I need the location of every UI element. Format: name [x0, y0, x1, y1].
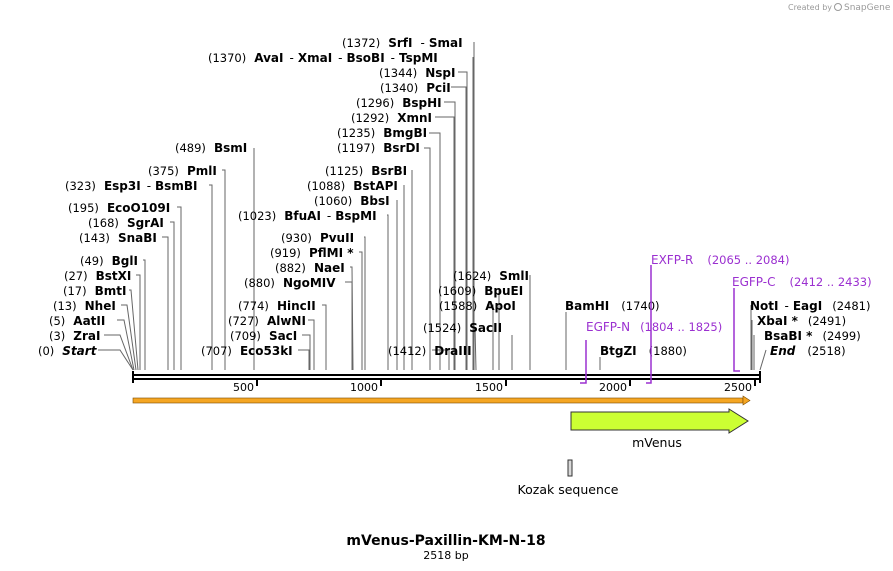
- site-bsphi: (1296) BspHI: [356, 96, 442, 110]
- sites-right: (1412) DraIII (1524) SacII (1588) ApoI (160…: [388, 269, 870, 358]
- site-esp3i: (323) Esp3I - BsmBI: [65, 179, 197, 193]
- site-pvuii: (930) PvuII: [281, 231, 354, 245]
- site-bpuei: (1609) BpuEI: [438, 284, 523, 298]
- tick-label-1000: 1000: [350, 381, 378, 394]
- tick-label-2500: 2500: [724, 381, 752, 394]
- svg-text:mVenus: mVenus: [632, 435, 682, 450]
- snapgene-logo-icon: [834, 3, 842, 11]
- site-noti: NotI - EagI (2481): [750, 299, 870, 313]
- sites-mid: (707) Eco53kI (709) SacI (727) AlwNI (774) H…: [201, 36, 463, 358]
- plasmid-title: mVenus-Paxillin-KM-N-18: [346, 533, 545, 549]
- site-pcii: (1340) PciI: [380, 81, 451, 95]
- site-draiii: (1412) DraIII: [388, 344, 472, 358]
- site-ecoo109i: (195) EcoO109I: [68, 201, 170, 215]
- site-bgli: (49) BglI: [80, 254, 138, 268]
- site-apoi: (1588) ApoI: [439, 299, 516, 313]
- site-bsrdi: (1197) BsrDI: [337, 141, 420, 155]
- site-alwni: (727) AlwNI: [228, 314, 306, 328]
- site-bstapi: (1088) BstAPI: [307, 179, 398, 193]
- site-pmli: (375) PmlI: [148, 164, 217, 178]
- site-bbsi: (1060) BbsI: [314, 194, 390, 208]
- site-leader-lines: [98, 42, 767, 371]
- feature-mvenus: mVenus: [570, 408, 749, 450]
- site-xbai: XbaI * (2491): [757, 314, 846, 328]
- primer-egfp-c: EGFP-C (2412 .. 2433): [732, 275, 872, 372]
- axis-ticks: 500 1000 1500 2000 2500: [233, 379, 756, 394]
- site-aatii: (5) AatII: [49, 314, 105, 328]
- primer-exfp-r: EXFP-R (2065 .. 2084): [646, 253, 790, 384]
- primer-egfp-n: EGFP-N (1804 .. 1825): [580, 320, 722, 384]
- svg-text:EGFP-N(1804 .. 1825): EGFP-N (1804 .. 1825): [586, 320, 722, 334]
- orf-arrow: [132, 395, 751, 406]
- site-sgrai: (168) SgrAI: [88, 216, 164, 230]
- site-naei: (882) NaeI: [275, 261, 345, 275]
- tick-label-2000: 2000: [599, 381, 627, 394]
- sequence-backbone: [132, 371, 761, 383]
- site-bmgbi: (1235) BmgBI: [337, 126, 427, 140]
- site-bfuai: (1023) BfuAI - BspMI: [238, 209, 377, 223]
- site-nhei: (13) NheI: [53, 299, 116, 313]
- site-end: End (2518): [770, 344, 846, 358]
- site-xmni: (1292) XmnI: [351, 111, 432, 125]
- primers: EGFP-N (1804 .. 1825) EXFP-R (2065 .. 2084…: [580, 253, 872, 384]
- site-srfi: (1372) SrfI - SmaI: [342, 36, 463, 50]
- site-nspi: (1344) NspI: [379, 66, 456, 80]
- svg-text:Kozak sequence: Kozak sequence: [518, 482, 619, 497]
- feature-kozak: Kozak sequence: [518, 459, 619, 497]
- site-snabi: (143) SnaBI: [79, 231, 157, 245]
- plasmid-size: 2518 bp: [423, 549, 468, 562]
- site-zrai: (3) ZraI: [49, 329, 100, 343]
- svg-text:EXFP-R(2065 .. 2084): EXFP-R (2065 .. 2084): [651, 253, 790, 267]
- svg-text:EGFP-C(2412 .. 2433): EGFP-C (2412 .. 2433): [732, 275, 872, 289]
- site-smli: (1624) SmlI: [453, 269, 529, 283]
- sites-left: (0) Start (3) ZraI (5) AatII (13) NheI (17) B…: [38, 141, 247, 358]
- credit-prefix: Created by: [788, 3, 832, 12]
- site-bsrbi: (1125) BsrBI: [325, 164, 407, 178]
- site-sacii: (1524) SacII: [423, 321, 502, 335]
- site-saci: (709) SacI: [230, 329, 297, 343]
- site-bstxi: (27) BstXI: [64, 269, 131, 283]
- credit-brand: SnapGene: [844, 3, 891, 13]
- site-bmti: (17) BmtI: [63, 284, 126, 298]
- site-hincii: (774) HincII: [238, 299, 316, 313]
- site-ngomiv: (880) NgoMIV: [244, 276, 336, 290]
- site-bamhi: BamHI (1740): [565, 299, 660, 313]
- tick-label-1500: 1500: [475, 381, 503, 394]
- tick-label-500: 500: [233, 381, 254, 394]
- site-start: (0) Start: [38, 344, 98, 358]
- site-btgzi: BtgZI (1880): [600, 344, 687, 358]
- site-pflmi: (919) PflMI *: [270, 246, 354, 260]
- site-avai: (1370) AvaI - XmaI - BsoBI - TspMI: [208, 51, 438, 65]
- site-bsmi: (489) BsmI: [175, 141, 247, 155]
- site-bsabi: BsaBI * (2499): [764, 329, 861, 343]
- site-eco53ki: (707) Eco53kI: [201, 344, 293, 358]
